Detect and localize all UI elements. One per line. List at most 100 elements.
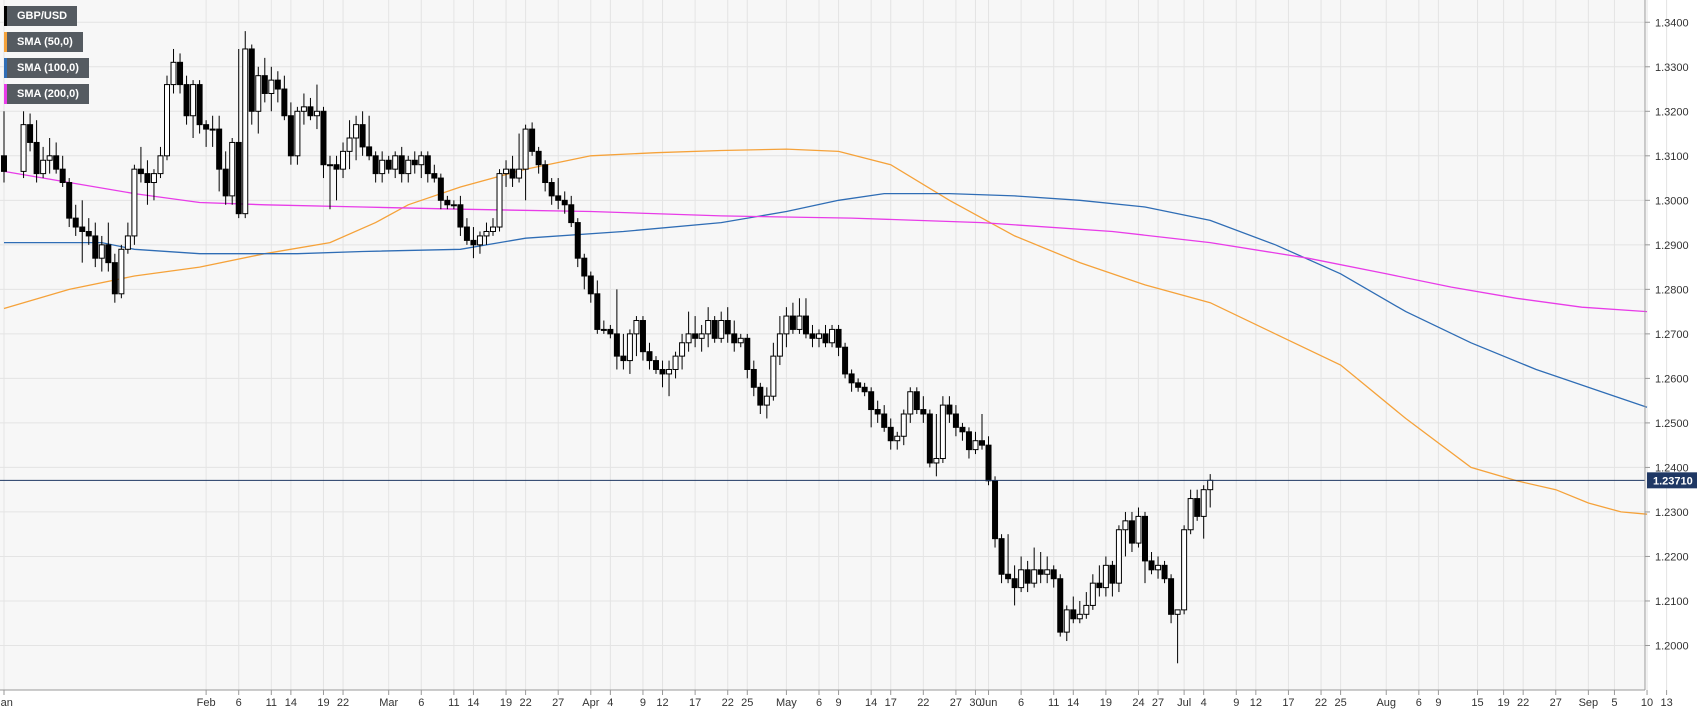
candle-body [900, 413, 907, 437]
candle-body [1142, 515, 1148, 562]
y-tick-label: 1.2600 [1655, 373, 1689, 385]
candle-body [59, 168, 66, 184]
candle-body [229, 141, 236, 197]
candle-bearish [789, 302, 796, 334]
legend-swatch [4, 32, 7, 52]
candle-body [1044, 569, 1051, 575]
candle-bearish [998, 534, 1005, 584]
candle-bullish [698, 324, 705, 352]
candle-bullish [98, 235, 105, 272]
candle-body [666, 368, 673, 375]
candle-bearish [1148, 552, 1155, 575]
candle-body [359, 124, 366, 148]
candle-bearish [470, 227, 477, 259]
grid-lines [0, 0, 1668, 690]
candle-bullish [327, 155, 333, 210]
candle-body [913, 391, 920, 411]
candle-bearish [861, 382, 868, 397]
legend-item-sma-200[interactable]: SMA (200,0) [4, 84, 89, 104]
candle-bearish [281, 75, 288, 121]
x-tick-label: 6 [418, 697, 424, 709]
candle-body [170, 61, 177, 86]
x-tick-label: 22 [722, 697, 734, 709]
candle-bearish [965, 427, 972, 459]
candle-bearish [757, 382, 764, 414]
candle-bullish [392, 151, 399, 179]
candle-body [1070, 609, 1077, 620]
candle-bearish [196, 80, 203, 134]
candle-body [1187, 498, 1194, 531]
candle-body [405, 159, 412, 175]
candle-body [568, 204, 575, 224]
candle-bullish [190, 80, 197, 138]
candle-body [1057, 578, 1064, 633]
candle-bullish [379, 151, 386, 183]
candle-body [372, 155, 379, 175]
candle-bullish [1044, 556, 1051, 584]
candle-body [418, 155, 425, 166]
candle-bearish [457, 195, 464, 236]
candle-body [98, 244, 105, 259]
x-tick-label: 9 [640, 697, 646, 709]
candle-bearish [366, 115, 373, 161]
x-tick-label: 24 [1132, 697, 1144, 709]
candle-bullish [829, 324, 836, 348]
x-tick-label: 25 [1334, 697, 1346, 709]
candle-body [672, 355, 679, 370]
candle-bearish [711, 316, 718, 343]
candle-bearish [639, 316, 646, 361]
legend-item-sma-50[interactable]: SMA (50,0) [4, 32, 83, 52]
y-tick-label: 1.2500 [1655, 418, 1689, 430]
candle-bearish [881, 405, 888, 432]
candle-body [320, 110, 327, 166]
candle-bullish [900, 409, 907, 446]
candle-body [796, 315, 803, 330]
candle-body [1122, 520, 1129, 531]
candle-body [998, 538, 1005, 575]
x-tick-label: 14 [285, 697, 297, 709]
candle-bearish [535, 146, 542, 174]
legend-item-sma-100[interactable]: SMA (100,0) [4, 58, 89, 78]
candle-bullish [164, 75, 170, 161]
candle-body [1096, 582, 1103, 589]
candle-body [313, 110, 320, 117]
candle-body [437, 177, 444, 201]
x-tick-label: 4 [607, 697, 613, 709]
y-tick-label: 1.2400 [1655, 462, 1689, 474]
candle-body [574, 222, 581, 259]
candle-body [46, 155, 53, 161]
candle-bullish [40, 146, 47, 179]
candle-bearish [333, 155, 340, 201]
candle-body [255, 75, 262, 112]
candle-bearish [529, 122, 536, 156]
candle-body [177, 61, 184, 86]
candle-body [522, 128, 529, 170]
y-tick-label: 1.2100 [1655, 596, 1689, 608]
legend-item-gbpusd[interactable]: GBP/USD [4, 6, 78, 26]
candle-bullish [1102, 556, 1109, 597]
candle-bearish [66, 178, 73, 228]
candle-bearish [868, 387, 875, 428]
x-tick-label: 27 [950, 697, 962, 709]
candle-body [346, 137, 353, 152]
chart-legend: GBP/USD SMA (50,0) SMA (100,0) SMA (200,… [4, 6, 89, 104]
candle-bearish [809, 324, 816, 348]
candle-bearish [646, 342, 653, 370]
candle-body [659, 368, 666, 375]
candle-bearish [79, 200, 86, 263]
candle-body [183, 84, 190, 117]
candle-bearish [1128, 511, 1135, 552]
y-tick-label: 1.3200 [1655, 106, 1689, 118]
candle-bullish [496, 169, 503, 232]
legend-swatch [4, 58, 7, 78]
candle-body [1109, 564, 1116, 584]
x-tick-label: 12 [656, 697, 668, 709]
candle-body [1200, 489, 1207, 517]
candle-body [835, 328, 842, 348]
candle-body [340, 150, 347, 170]
candle-body [66, 182, 73, 219]
candle-bearish [27, 113, 34, 152]
candle-bearish [855, 378, 862, 392]
